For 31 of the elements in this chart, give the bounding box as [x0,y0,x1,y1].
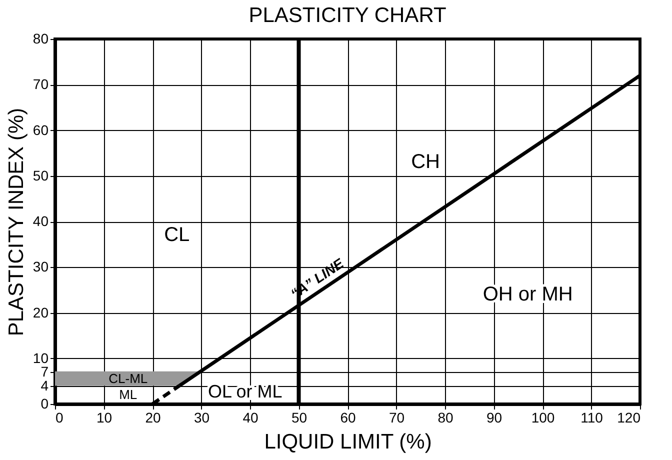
y-axis-title: PLASTICITY INDEX (%) [4,108,28,336]
y-tick-label: 50 [32,167,49,184]
x-tick-label: 30 [194,410,210,426]
y-tick-label: 10 [32,350,49,366]
x-tick-label: 70 [388,410,405,426]
y-tick-label: 60 [32,122,49,138]
x-tick-label: 20 [145,410,161,426]
y-tick-label: 4 [40,377,49,394]
y-tick-label: 0 [40,396,49,412]
x-tick-label: 120 [617,410,641,426]
x-tick-label: 0 [56,410,64,426]
x-axis-title: LIQUID LIMIT (%) [264,430,432,454]
chart-title: PLASTICITY CHART [248,4,446,27]
annotation: CL [164,224,190,246]
y-tick-label: 20 [32,304,49,320]
annotation: CL-ML [108,370,148,386]
y-tick-label: 40 [32,213,49,229]
x-tick-label: 50 [291,410,308,426]
y-tick-label: 7 [40,364,49,380]
x-tick-label: 60 [340,410,356,426]
x-tick-label: 90 [486,410,502,426]
y-tick-label: 70 [32,76,49,92]
x-tick-label: 100 [531,410,555,426]
y-tick-label: 80 [32,30,49,46]
y-tick-label: 30 [32,258,49,275]
x-tick-label: 40 [242,410,258,426]
x-tick-label: 110 [580,410,604,426]
x-tick-label: 10 [96,410,112,426]
x-tick-label: 80 [438,410,454,426]
annotation: CH [411,151,440,174]
annotation: ML [119,386,138,402]
